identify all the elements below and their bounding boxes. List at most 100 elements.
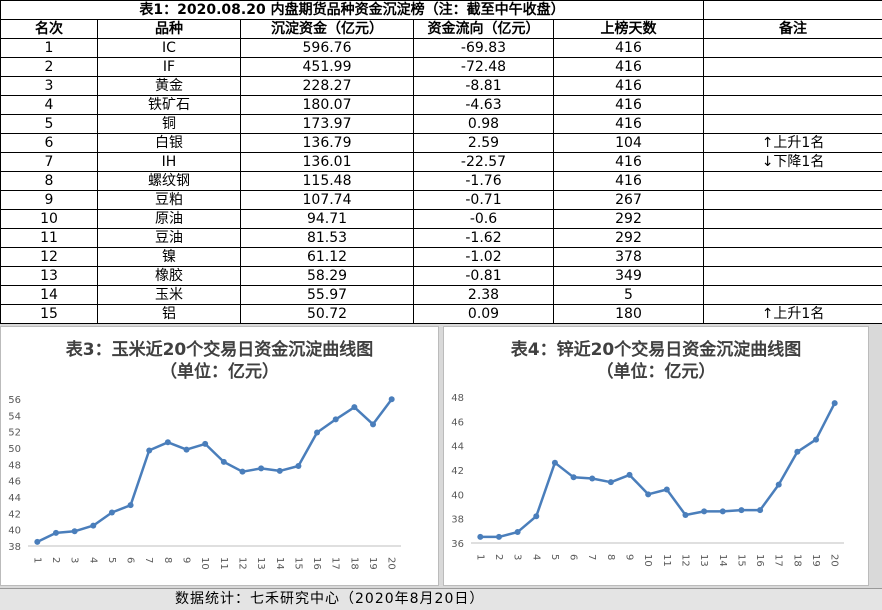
table-cell bbox=[704, 39, 882, 58]
data-point bbox=[128, 502, 134, 508]
x-tick-label: 12 bbox=[236, 557, 247, 570]
table-cell bbox=[704, 267, 882, 286]
x-tick-label: 20 bbox=[829, 554, 840, 567]
data-point bbox=[370, 421, 376, 427]
table-cell: 9 bbox=[1, 191, 98, 210]
header-cell: 沉淀资金（亿元） bbox=[241, 20, 414, 39]
y-tick-label: 42 bbox=[451, 466, 464, 477]
data-point bbox=[351, 404, 357, 410]
data-point bbox=[589, 476, 595, 482]
x-tick-label: 15 bbox=[292, 557, 303, 570]
x-tick-label: 7 bbox=[586, 554, 597, 560]
y-tick-label: 46 bbox=[8, 477, 21, 488]
x-tick-label: 4 bbox=[87, 557, 98, 563]
table-cell: -1.62 bbox=[414, 229, 554, 248]
x-tick-label: 6 bbox=[125, 557, 136, 563]
data-point bbox=[720, 508, 726, 514]
table-cell: 螺纹钢 bbox=[98, 172, 241, 191]
x-tick-label: 8 bbox=[162, 557, 173, 563]
table-cell: 136.79 bbox=[241, 134, 414, 153]
x-tick-label: 10 bbox=[642, 554, 653, 567]
data-point bbox=[571, 474, 577, 480]
data-point bbox=[776, 482, 782, 488]
table-cell bbox=[704, 191, 882, 210]
table-cell: 7 bbox=[1, 153, 98, 172]
table-cell: 94.71 bbox=[241, 210, 414, 229]
data-point bbox=[533, 513, 539, 519]
table-cell: 416 bbox=[554, 77, 704, 96]
y-tick-label: 44 bbox=[8, 493, 21, 504]
table-cell: 104 bbox=[554, 134, 704, 153]
table-cell: 黄金 bbox=[98, 77, 241, 96]
table-cell: 13 bbox=[1, 267, 98, 286]
table-cell: -4.63 bbox=[414, 96, 554, 115]
table-cell: 镍 bbox=[98, 248, 241, 267]
table-cell: 81.53 bbox=[241, 229, 414, 248]
footer-text: 数据统计：七禾研究中心（2020年8月20日） bbox=[175, 589, 484, 610]
data-point bbox=[333, 416, 339, 422]
table-cell: 292 bbox=[554, 210, 704, 229]
x-tick-label: 1 bbox=[31, 557, 42, 563]
chart-title: 表4：锌近20个交易日资金沉淀曲线图 bbox=[511, 339, 802, 360]
table-cell: 2.59 bbox=[414, 134, 554, 153]
y-tick-label: 54 bbox=[8, 411, 21, 422]
x-tick-label: 20 bbox=[386, 557, 397, 570]
table-cell: 416 bbox=[554, 39, 704, 58]
table-cell: -0.6 bbox=[414, 210, 554, 229]
table-cell: 115.48 bbox=[241, 172, 414, 191]
data-point bbox=[608, 479, 614, 485]
table-cell: 416 bbox=[554, 96, 704, 115]
y-tick-label: 36 bbox=[451, 539, 464, 550]
table-cell: 173.97 bbox=[241, 115, 414, 134]
x-tick-label: 17 bbox=[773, 554, 784, 567]
table-cell: 58.29 bbox=[241, 267, 414, 286]
x-tick-label: 12 bbox=[679, 554, 690, 567]
table-cell: 61.12 bbox=[241, 248, 414, 267]
table-row: 名次品种沉淀资金（亿元）资金流向（亿元）上榜天数备注 bbox=[1, 20, 882, 39]
table-cell: 12 bbox=[1, 248, 98, 267]
data-point bbox=[477, 534, 483, 540]
table-cell: 2 bbox=[1, 58, 98, 77]
x-tick-label: 1 bbox=[474, 554, 485, 560]
x-tick-label: 2 bbox=[50, 557, 61, 563]
y-tick-label: 44 bbox=[451, 442, 464, 453]
x-tick-label: 2 bbox=[493, 554, 504, 560]
table-cell: 14 bbox=[1, 286, 98, 305]
x-tick-label: 7 bbox=[143, 557, 154, 563]
x-tick-label: 13 bbox=[255, 557, 266, 570]
x-tick-label: 6 bbox=[568, 554, 579, 560]
table-cell: ↑上升1名 bbox=[704, 305, 882, 324]
table-cell bbox=[704, 172, 882, 191]
table-cell bbox=[704, 210, 882, 229]
table-cell: 铜 bbox=[98, 115, 241, 134]
header-cell: 品种 bbox=[98, 20, 241, 39]
table-cell: IH bbox=[98, 153, 241, 172]
data-line bbox=[37, 399, 391, 542]
y-tick-label: 38 bbox=[8, 542, 21, 553]
data-point bbox=[664, 486, 670, 492]
x-tick-label: 4 bbox=[530, 554, 541, 560]
table-cell: 180 bbox=[554, 305, 704, 324]
table-cell bbox=[704, 96, 882, 115]
table-cell: ↓下降1名 bbox=[704, 153, 882, 172]
x-tick-label: 16 bbox=[754, 554, 765, 567]
table-cell: 6 bbox=[1, 134, 98, 153]
x-tick-label: 16 bbox=[311, 557, 322, 570]
table-cell: 10 bbox=[1, 210, 98, 229]
table-cell: 55.97 bbox=[241, 286, 414, 305]
table-cell: 3 bbox=[1, 77, 98, 96]
y-tick-label: 40 bbox=[451, 490, 464, 501]
table-cell: 1 bbox=[1, 39, 98, 58]
